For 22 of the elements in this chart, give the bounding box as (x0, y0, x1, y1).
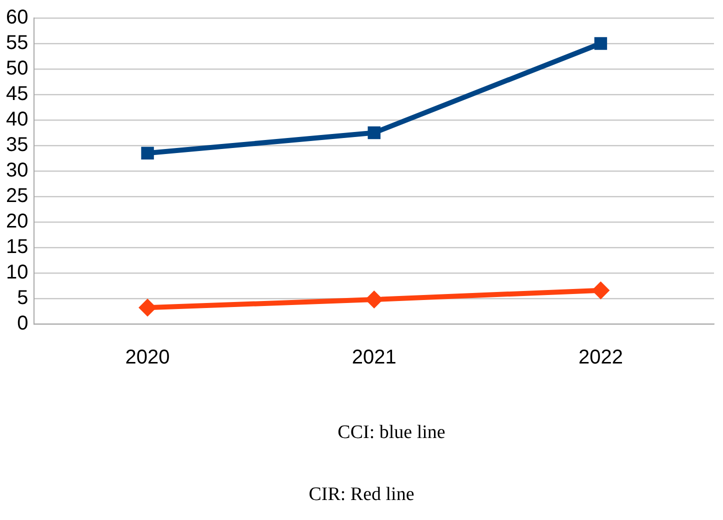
y-tick-label: 60 (6, 6, 28, 29)
y-tick-label: 20 (6, 210, 28, 233)
text: CCI: blue line (336, 422, 446, 444)
point (141, 146, 154, 160)
text: CIR: Red line (308, 484, 416, 506)
y-tick-label: 30 (6, 160, 28, 182)
y-tick-label: 40 (6, 108, 28, 131)
y-tick-label: 0 (17, 312, 28, 335)
y-tick-label: 35 (6, 134, 28, 156)
y-tick-label: 25 (6, 185, 28, 208)
point (594, 37, 608, 50)
y-tick-label: 15 (6, 236, 28, 258)
x-tick-label: 2020 (125, 346, 170, 369)
x-tick-label: 2022 (578, 346, 623, 369)
point (592, 281, 610, 300)
y-tick-label: 5 (17, 287, 28, 310)
x-tick-label: 2021 (352, 346, 396, 369)
point (368, 126, 380, 140)
y-tick-label: 10 (6, 262, 28, 284)
y-tick-label: 45 (6, 83, 28, 106)
y-tick-label: 50 (6, 58, 28, 80)
y-tick-label: 55 (6, 32, 28, 54)
